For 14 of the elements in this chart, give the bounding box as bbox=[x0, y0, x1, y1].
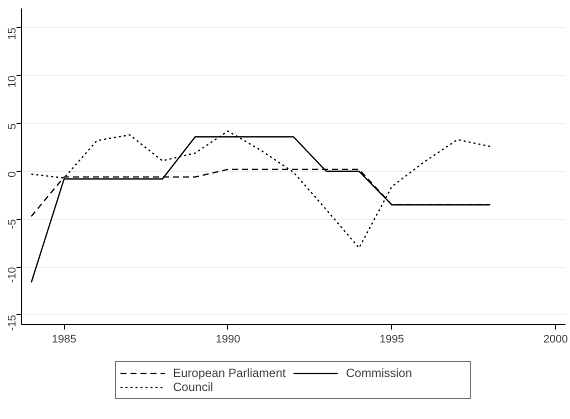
x-tick-label: 1990 bbox=[216, 334, 240, 346]
y-tick-label: -15 bbox=[6, 314, 18, 331]
y-tick-label: 5 bbox=[6, 123, 18, 130]
y-tick-label: -5 bbox=[6, 219, 18, 229]
x-tick-label: 1985 bbox=[52, 334, 76, 346]
legend-label: European Parliament bbox=[173, 366, 287, 380]
legend-label: Council bbox=[173, 380, 214, 394]
y-tick-label: -10 bbox=[6, 267, 18, 283]
y-tick-label: 15 bbox=[6, 28, 18, 40]
x-tick-label: 2000 bbox=[543, 334, 568, 346]
legend-label: Commission bbox=[346, 366, 414, 380]
x-tick-label: 1995 bbox=[380, 334, 404, 346]
y-tick-label: 0 bbox=[6, 171, 18, 178]
y-tick-label: 10 bbox=[6, 76, 18, 88]
